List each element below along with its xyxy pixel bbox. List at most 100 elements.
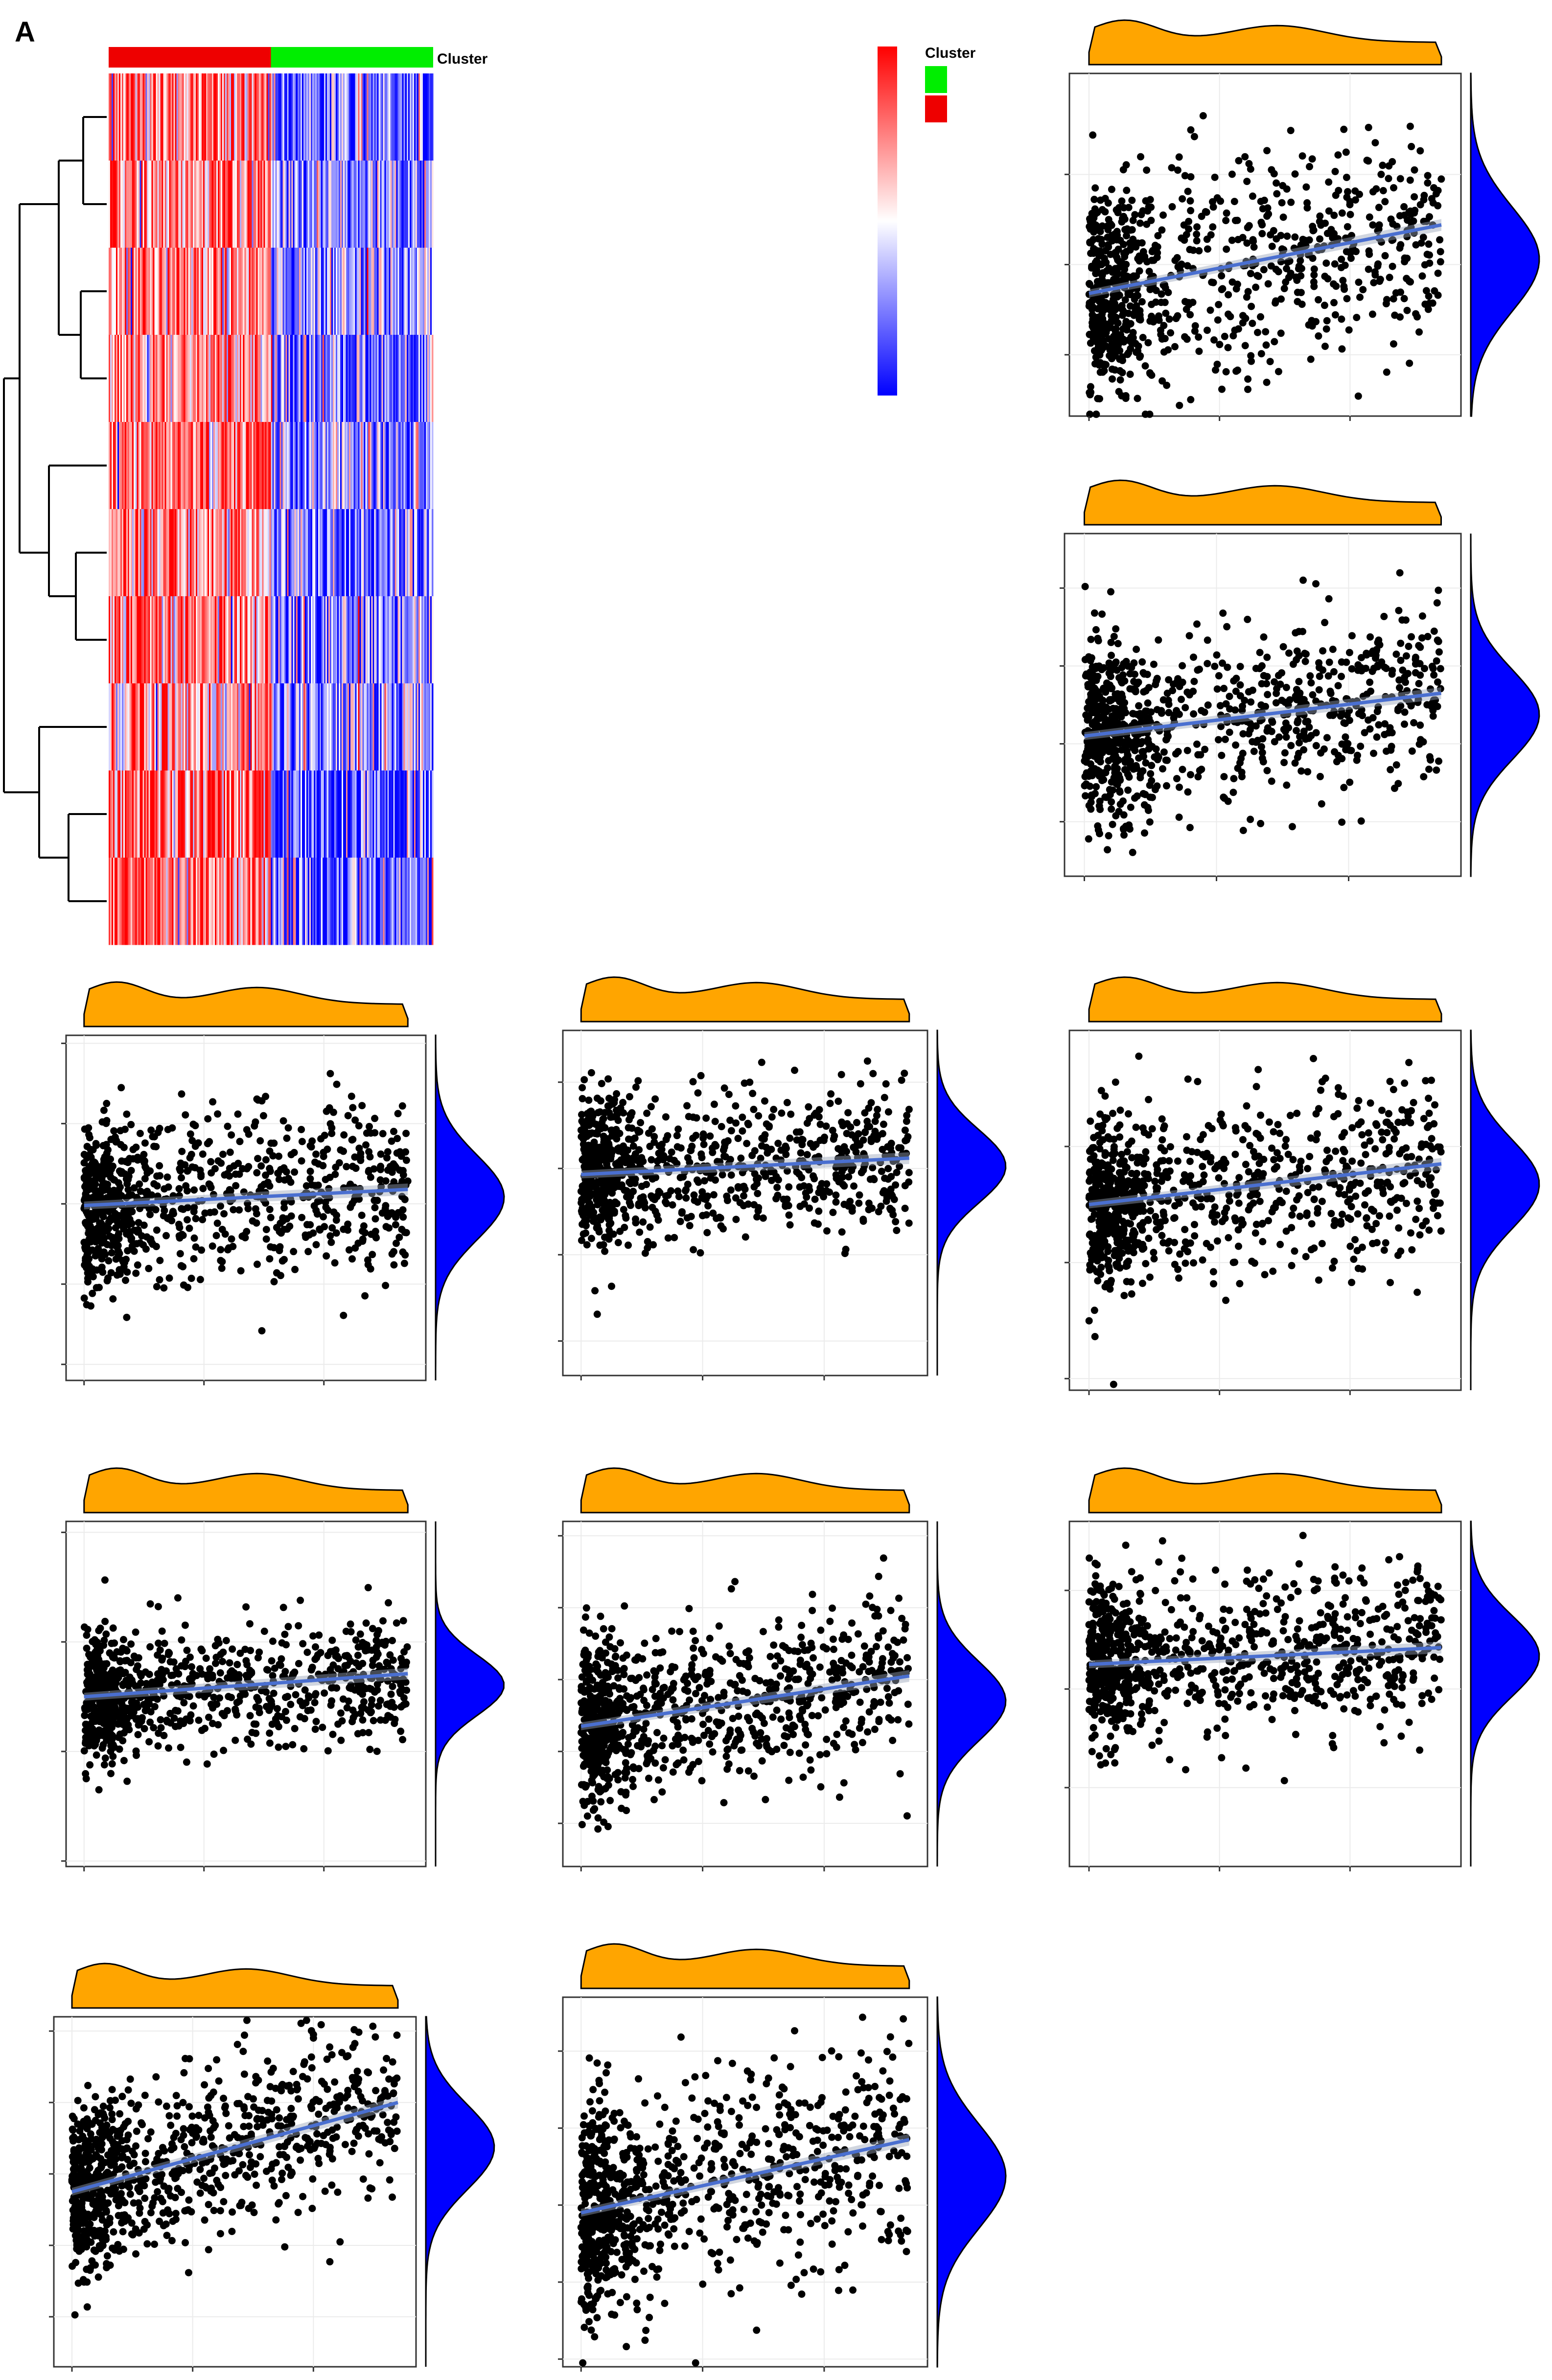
heatmap-cell (371, 683, 373, 771)
heatmap-cell (235, 770, 237, 858)
heatmap-cell (277, 770, 279, 858)
scatter-panel-b (1065, 19, 1540, 421)
scatter-point (349, 1136, 357, 1143)
heatmap-cell (372, 770, 375, 858)
scatter-point (367, 1173, 374, 1181)
scatter-point (1321, 619, 1329, 627)
heatmap-cell (342, 596, 344, 684)
heatmap-cell (221, 858, 223, 945)
scatter-point (107, 1269, 115, 1277)
scatter-point (1104, 846, 1112, 854)
heatmap-cell (256, 335, 258, 422)
heatmap-cell (173, 770, 176, 858)
heatmap-cell (244, 509, 246, 597)
heatmap-cell (405, 73, 407, 161)
heatmap-cell (257, 596, 259, 684)
scatter-point (1112, 709, 1119, 717)
heatmap-cell (315, 509, 317, 597)
heatmap-cell (301, 596, 304, 684)
scatter-point (1133, 765, 1140, 772)
scatter-point (1232, 285, 1240, 293)
scatter-point (1096, 694, 1104, 701)
scatter-point (371, 1204, 379, 1212)
scatter-point (1330, 668, 1338, 676)
heatmap-cell (421, 770, 423, 858)
heatmap-cell (169, 509, 171, 597)
scatter-point (1296, 689, 1304, 697)
scatter-points (1081, 569, 1444, 856)
heatmap-cell (179, 161, 182, 248)
heatmap-cell (422, 335, 425, 422)
heatmap-cell (234, 683, 236, 771)
scatter-point (1129, 685, 1136, 693)
heatmap-cell (392, 770, 394, 858)
scatter-point (1114, 640, 1122, 648)
scatter-point (1404, 216, 1412, 224)
scatter-point (185, 1224, 193, 1232)
scatter-point (1174, 166, 1181, 174)
heatmap-cell (361, 335, 363, 422)
heatmap-cell (368, 335, 371, 422)
heatmap-cell (249, 770, 251, 858)
heatmap-cell (198, 770, 201, 858)
heatmap-cell (208, 335, 211, 422)
heatmap-cell (162, 509, 164, 597)
heatmap-cell (272, 161, 275, 248)
heatmap-cell (301, 73, 304, 161)
heatmap-cell (219, 335, 221, 422)
scatter-point (1109, 719, 1116, 727)
scatter-point (1140, 752, 1148, 760)
heatmap-cell (282, 422, 285, 510)
scatter-point (190, 1186, 198, 1194)
heatmap-cell (166, 596, 168, 684)
scatter-point (190, 1234, 198, 1242)
heatmap-cell (230, 770, 232, 858)
heatmap-cell (181, 596, 183, 684)
scatter-point (1366, 213, 1373, 221)
heatmap-cell (334, 770, 336, 858)
heatmap-cell (315, 770, 317, 858)
heatmap-cell (257, 248, 259, 335)
heatmap-cell (290, 596, 292, 684)
scatter-point (1144, 339, 1152, 347)
heatmap-cell (156, 73, 158, 161)
scatter-point (1325, 178, 1333, 186)
scatter-point (348, 1255, 356, 1263)
heatmap-cell (138, 422, 140, 510)
scatter-point (1243, 178, 1251, 186)
scatter-point (1085, 683, 1092, 691)
heatmap-cell (154, 335, 157, 422)
scatter-point (1087, 635, 1095, 643)
scatter-point (82, 1152, 90, 1160)
scatter-point (1131, 747, 1139, 754)
heatmap-cell (173, 683, 176, 771)
heatmap-cell (181, 161, 183, 248)
heatmap-cell (418, 683, 420, 771)
heatmap-cell (211, 770, 214, 858)
scatter-point (1292, 629, 1299, 637)
heatmap-cell (164, 770, 167, 858)
scatter-point (1248, 357, 1255, 365)
heatmap-cell (387, 422, 390, 510)
scatter-point (1436, 665, 1444, 673)
heatmap-cell (235, 73, 237, 161)
heatmap-cell (343, 509, 345, 597)
scatter-point (232, 1170, 239, 1178)
heatmap-cell (189, 858, 192, 945)
heatmap-cell (337, 248, 339, 335)
scatter-point (1297, 767, 1305, 775)
scatter-point (1396, 684, 1403, 692)
heatmap-cell (321, 161, 323, 248)
heatmap-cell (112, 596, 114, 684)
scatter-point (176, 1250, 184, 1258)
heatmap-cell (181, 335, 183, 422)
heatmap-cell (291, 770, 294, 858)
scatter-point (1263, 212, 1271, 220)
scatter-point (1329, 646, 1337, 653)
scatter-point (1129, 848, 1136, 856)
heatmap-cell (241, 770, 243, 858)
scatter-point (1235, 157, 1243, 164)
heatmap-cell (194, 422, 196, 510)
heatmap-cell (324, 509, 326, 597)
heatmap-cell (110, 770, 112, 858)
